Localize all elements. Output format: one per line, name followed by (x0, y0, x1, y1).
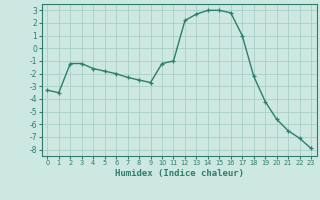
X-axis label: Humidex (Indice chaleur): Humidex (Indice chaleur) (115, 169, 244, 178)
